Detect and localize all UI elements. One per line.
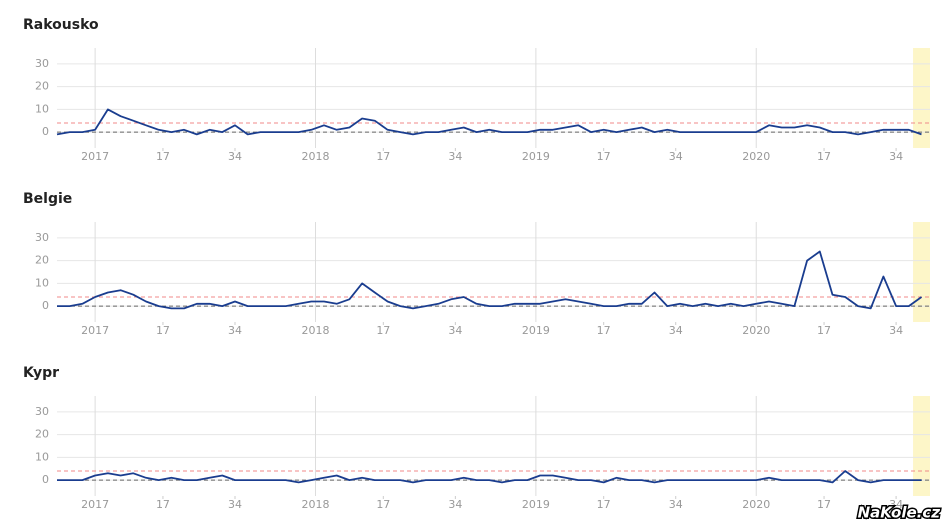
y-tick-label: 0 xyxy=(42,473,49,486)
x-tick-label: 17 xyxy=(376,150,390,163)
x-tick-label: 17 xyxy=(156,150,170,163)
x-tick-label: 34 xyxy=(669,498,683,511)
data-line xyxy=(56,108,922,136)
x-tick-label: 2018 xyxy=(302,498,330,511)
x-tick-label: 17 xyxy=(597,324,611,337)
y-tick-label: 30 xyxy=(35,57,49,70)
x-tick-label: 17 xyxy=(817,498,831,511)
x-tick-label: 17 xyxy=(156,324,170,337)
chart-title: Belgie xyxy=(23,191,72,207)
x-tick-label: 2017 xyxy=(81,324,109,337)
y-tick-label: 30 xyxy=(35,405,49,418)
chart-title: Rakousko xyxy=(23,17,99,33)
x-tick-label: 2018 xyxy=(302,150,330,163)
x-tick-label: 34 xyxy=(669,150,683,163)
x-tick-label: 34 xyxy=(889,324,903,337)
x-tick-label: 34 xyxy=(228,324,242,337)
x-tick-label: 2019 xyxy=(522,150,550,163)
x-tick-label: 17 xyxy=(376,498,390,511)
y-tick-label: 20 xyxy=(35,428,49,441)
y-tick-label: 10 xyxy=(35,276,49,289)
x-tick-label: 34 xyxy=(669,324,683,337)
data-line xyxy=(57,470,922,484)
x-tick-label: 17 xyxy=(156,498,170,511)
x-tick-label: 34 xyxy=(889,150,903,163)
y-tick-label: 0 xyxy=(42,125,49,138)
x-tick-label: 34 xyxy=(228,498,242,511)
x-tick-label: 17 xyxy=(817,150,831,163)
x-tick-label: 17 xyxy=(376,324,390,337)
x-tick-label: 2019 xyxy=(522,498,550,511)
y-tick-label: 0 xyxy=(42,299,49,312)
watermark: NaKole.cz xyxy=(858,504,941,522)
x-tick-label: 2020 xyxy=(742,324,770,337)
x-tick-label: 2020 xyxy=(742,150,770,163)
x-tick-label: 2019 xyxy=(522,324,550,337)
x-tick-label: 2018 xyxy=(302,324,330,337)
chart-title: Kypr xyxy=(23,365,59,381)
data-line xyxy=(57,250,923,310)
x-tick-label: 2020 xyxy=(742,498,770,511)
x-tick-label: 34 xyxy=(228,150,242,163)
x-tick-label: 34 xyxy=(889,498,903,511)
y-tick-label: 10 xyxy=(35,102,49,115)
x-tick-label: 17 xyxy=(597,150,611,163)
x-tick-label: 34 xyxy=(448,498,462,511)
x-tick-label: 2017 xyxy=(81,498,109,511)
y-tick-label: 20 xyxy=(35,254,49,267)
x-tick-label: 17 xyxy=(817,324,831,337)
x-tick-label: 34 xyxy=(448,324,462,337)
x-tick-label: 34 xyxy=(448,150,462,163)
x-tick-label: 17 xyxy=(597,498,611,511)
highlight xyxy=(913,222,930,322)
x-tick-label: 2017 xyxy=(81,150,109,163)
y-tick-label: 30 xyxy=(35,231,49,244)
y-tick-label: 20 xyxy=(35,80,49,93)
y-tick-label: 10 xyxy=(35,450,49,463)
